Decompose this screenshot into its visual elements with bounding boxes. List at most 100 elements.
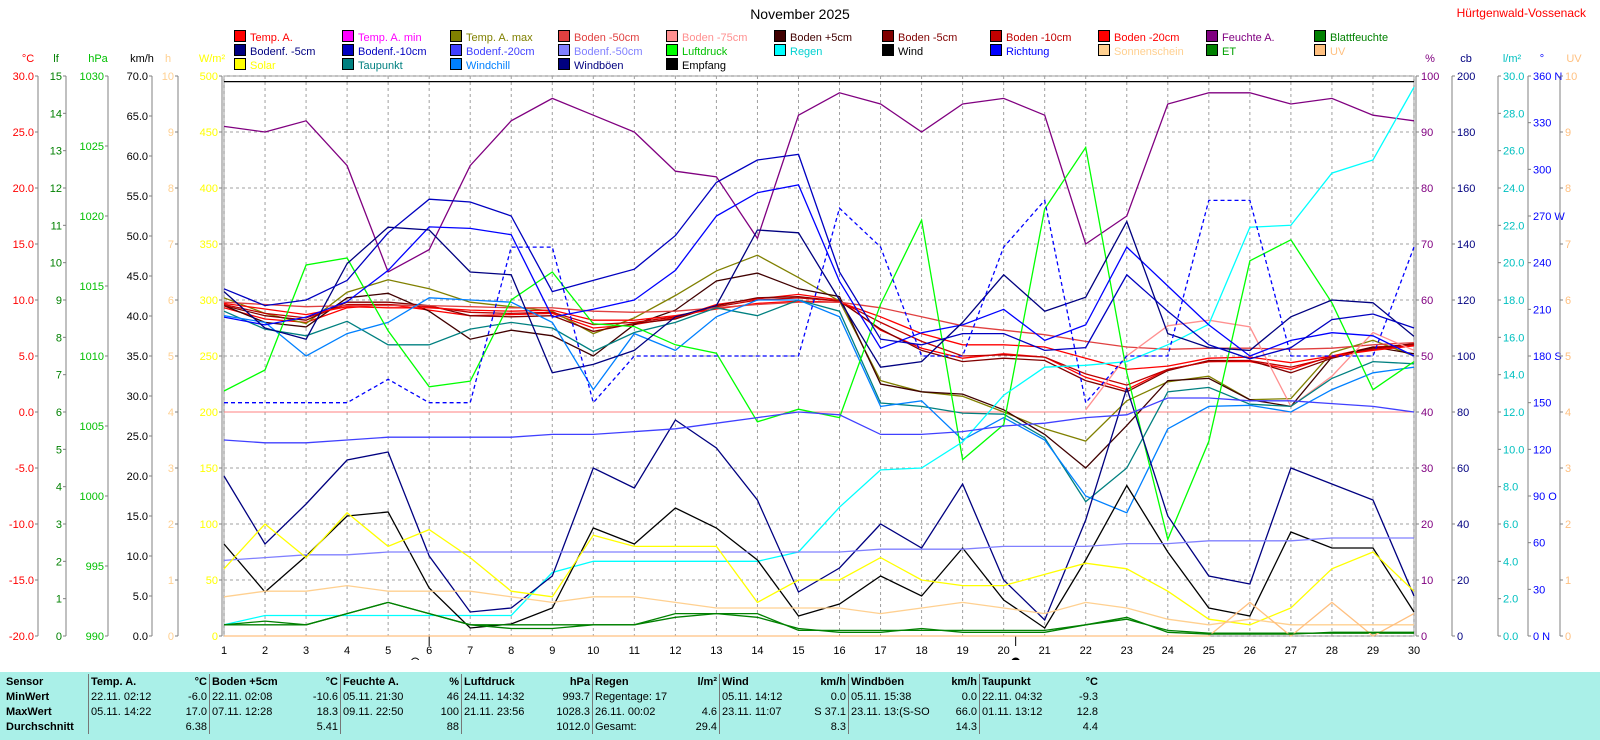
legend-swatch bbox=[450, 44, 462, 56]
wm2-tick-label: 400 bbox=[200, 183, 218, 195]
stats-cell: 22.11. 02:12 bbox=[88, 689, 173, 704]
legend-item: Bodenf.-20cm bbox=[450, 44, 534, 58]
hpa-tick-label: 1015 bbox=[80, 281, 104, 293]
x-tick-label: 30 bbox=[1408, 645, 1420, 657]
legend-item: Boden -10cm bbox=[990, 30, 1071, 44]
legend-swatch bbox=[774, 44, 786, 56]
uv-tick-label: 7 bbox=[1565, 239, 1571, 251]
lf-tick-label: 11 bbox=[51, 220, 62, 232]
legend-label: Temp. A. max bbox=[466, 32, 533, 44]
stats-cell: 24.11. 14:32 bbox=[461, 689, 548, 704]
deg-tick-label: 120 bbox=[1533, 444, 1551, 456]
lf-tick-label: 13 bbox=[50, 146, 62, 158]
legend-item: Boden -5cm bbox=[882, 30, 957, 44]
x-tick-label: 25 bbox=[1203, 645, 1215, 657]
legend-item: Bodenf.-50cm bbox=[558, 44, 642, 58]
hpa-tick-label: 990 bbox=[86, 631, 104, 643]
wm2-tick-label: 0 bbox=[212, 631, 218, 643]
hpa-tick-label: 1020 bbox=[80, 211, 104, 223]
deg-tick-label: 30 bbox=[1533, 584, 1545, 596]
stats-cell: 18.3 bbox=[316, 705, 338, 718]
uv-tick-label: 9 bbox=[1565, 127, 1571, 139]
kmh-tick-label: 10.0 bbox=[127, 551, 148, 563]
legend-label: Feuchte A. bbox=[1222, 32, 1275, 44]
chart-title: November 2025 bbox=[750, 6, 850, 22]
series-line-temp-a-max bbox=[223, 254, 1415, 442]
stats-cell: l/m² bbox=[697, 675, 717, 688]
stats-cell: 8.3 bbox=[830, 720, 846, 733]
legend-swatch bbox=[342, 44, 354, 56]
x-tick-label: 20 bbox=[998, 645, 1010, 657]
stats-cell: km/h bbox=[820, 675, 846, 688]
x-tick-label: 9 bbox=[549, 645, 555, 657]
stats-cell: Temp. A. bbox=[88, 674, 173, 689]
legend-label: Empfang bbox=[682, 60, 727, 72]
legend-item: Windböen bbox=[558, 58, 624, 72]
lf-tick-label: 5 bbox=[56, 444, 62, 456]
wm2-tick-label: 300 bbox=[200, 295, 218, 307]
pct-tick-label: 40 bbox=[1421, 407, 1433, 419]
stats-cell: Windböen bbox=[848, 674, 937, 689]
wm2-tick-label: 150 bbox=[200, 463, 218, 475]
stats-cell: -10.6 bbox=[312, 690, 338, 703]
h-tick-label: 2 bbox=[168, 519, 174, 531]
stats-cell: °C bbox=[194, 675, 207, 688]
legend-label: Luftdruck bbox=[682, 46, 728, 58]
stats-cell: 23.11. 13:(S-SO bbox=[848, 704, 937, 719]
stats-cell: 66.0 bbox=[955, 705, 977, 718]
legend-label: Boden -10cm bbox=[1006, 32, 1072, 44]
temp-tick-label: 5.0 bbox=[19, 351, 34, 363]
h-tick-label: 1 bbox=[168, 575, 174, 587]
kmh-tick-label: 55.0 bbox=[127, 191, 148, 203]
cb-tick-label: 180 bbox=[1457, 127, 1475, 139]
pct-tick-label: 50 bbox=[1421, 351, 1433, 363]
series-line-bodenf-50cm bbox=[223, 537, 1414, 562]
x-tick-label: 21 bbox=[1039, 645, 1051, 657]
deg-tick-label: 240 bbox=[1533, 258, 1551, 270]
legend-item: Taupunkt bbox=[342, 58, 403, 72]
legend-item: Temp. A. bbox=[234, 30, 293, 44]
legend-swatch bbox=[882, 44, 894, 56]
chart-grid bbox=[223, 75, 1415, 637]
kmh-axis-unit: km/h bbox=[130, 53, 154, 65]
temp-tick-label: -5.0 bbox=[15, 463, 34, 475]
x-tick-label: 28 bbox=[1326, 645, 1338, 657]
lm2-tick-label: 14.0 bbox=[1503, 370, 1524, 382]
h-tick-label: 5 bbox=[168, 351, 174, 363]
kmh-tick-label: 5.0 bbox=[133, 591, 148, 603]
legend-item: Bodenf. -5cm bbox=[234, 44, 315, 58]
legend-swatch bbox=[450, 30, 462, 42]
stats-cell: °C bbox=[325, 675, 338, 688]
x-tick-label: 12 bbox=[669, 645, 681, 657]
stats-cell: 4.6 bbox=[701, 705, 717, 718]
hpa-tick-label: 1030 bbox=[80, 71, 104, 83]
kmh-tick-label: 30.0 bbox=[127, 391, 148, 403]
legend-item: Boden -50cm bbox=[558, 30, 639, 44]
stats-cell bbox=[340, 719, 425, 734]
stats-header-row: Sensor Temp. A. °C Boden +5cm °C Feuchte A.% L… bbox=[4, 674, 1100, 689]
stats-cell: 88 bbox=[446, 720, 459, 733]
legend-label: Blattfeuchte bbox=[1330, 32, 1389, 44]
legend-label: Bodenf.-20cm bbox=[466, 46, 535, 58]
lm2-tick-label: 24.0 bbox=[1503, 183, 1524, 195]
legend-swatch bbox=[1098, 44, 1110, 56]
legend-swatch bbox=[234, 58, 246, 70]
legend-swatch bbox=[234, 44, 246, 56]
hpa-tick-label: 1025 bbox=[80, 141, 104, 153]
kmh-tick-label: 65.0 bbox=[127, 111, 148, 123]
uv-tick-label: 6 bbox=[1565, 295, 1571, 307]
temp-tick-label: 30.0 bbox=[13, 71, 34, 83]
weather-chart: 1 2 3 4 5 6 7 8 9 10 11 12 13 14 15 16 17 18 19 20 21 22 23 24 2… bbox=[9, 53, 1582, 660]
legend-item: Solar bbox=[234, 58, 276, 72]
legend-item: ET bbox=[1206, 44, 1236, 58]
stats-cell: 1012.0 bbox=[556, 720, 590, 733]
legend-label: UV bbox=[1330, 46, 1346, 58]
temp-tick-label: 10.0 bbox=[13, 295, 34, 307]
legend-label: Bodenf. -5cm bbox=[250, 46, 316, 58]
legend-swatch bbox=[1314, 30, 1326, 42]
stats-cell: Taupunkt bbox=[979, 674, 1062, 689]
stats-cell: 22.11. 02:08 bbox=[209, 689, 300, 704]
lm2-tick-label: 6.0 bbox=[1503, 519, 1518, 531]
stats-cell: Regentage: 17 bbox=[592, 689, 675, 704]
temp-tick-label: 15.0 bbox=[13, 239, 34, 251]
